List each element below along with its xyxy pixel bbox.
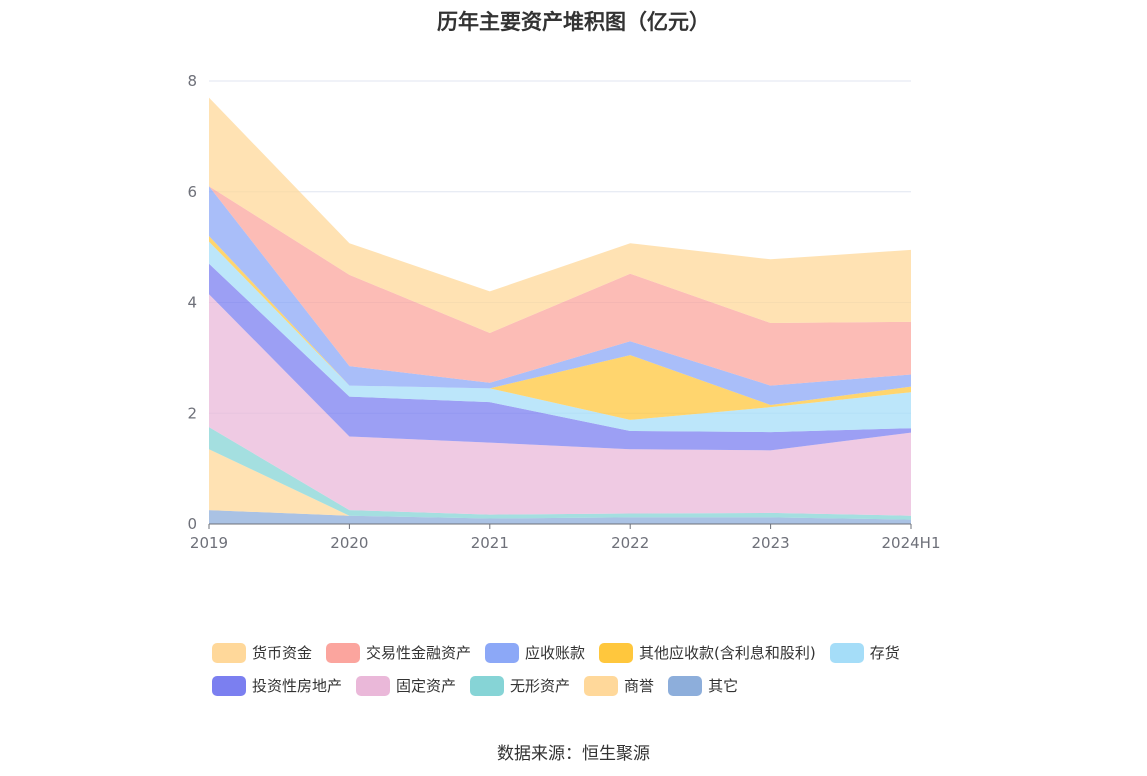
- legend-label: 无形资产: [510, 677, 571, 695]
- legend-item-商誉[interactable]: 商誉: [584, 675, 654, 696]
- y-tick-label: 8: [187, 72, 197, 90]
- area-series-应收账款[interactable]: [209, 186, 911, 405]
- legend-label: 货币资金: [252, 644, 313, 662]
- legend-item-存货[interactable]: 存货: [829, 642, 900, 663]
- legend-item-货币资金[interactable]: 货币资金: [212, 642, 312, 663]
- x-tick-label: 2024H1: [882, 534, 941, 552]
- area-series-商誉[interactable]: [209, 449, 911, 520]
- legend-swatch: [470, 675, 505, 696]
- chart-title: 历年主要资产堆积图（亿元）: [437, 10, 710, 34]
- legend-label: 商誉: [624, 677, 655, 695]
- legend-row-2: 投资性房地产 固定资产 无形资产 商誉 其它: [212, 669, 972, 702]
- legend-label: 投资性房地产: [252, 677, 343, 695]
- legend-label: 固定资产: [396, 677, 457, 695]
- legend-swatch: [599, 642, 634, 663]
- legend-item-其它[interactable]: 其它: [668, 675, 738, 696]
- legend-label: 交易性金融资产: [366, 644, 472, 662]
- x-tick-label: 2022: [611, 534, 649, 552]
- y-tick-label: 0: [187, 515, 197, 533]
- legend-swatch: [212, 642, 246, 663]
- legend-swatch: [212, 675, 246, 696]
- legend-item-其他应收款-含利息和股利[interactable]: 其他应收款(含利息和股利): [599, 642, 816, 663]
- x-tick-label: 2021: [471, 534, 509, 552]
- area-series-其它[interactable]: [209, 510, 911, 524]
- y-tick-label: 6: [187, 183, 197, 201]
- x-tick-label: 2020: [330, 534, 368, 552]
- area-series-货币资金[interactable]: [209, 97, 911, 333]
- legend-label: 其它: [708, 677, 739, 695]
- area-series-其他应收款-含利息和股利[interactable]: [209, 236, 911, 420]
- y-tick-label: 2: [187, 404, 197, 422]
- legend-item-固定资产[interactable]: 固定资产: [356, 675, 456, 696]
- legend-row-1: 货币资金 交易性金融资产 应收账款 其他应收款(含利息和股利) 存货: [212, 636, 972, 669]
- legend-swatch: [829, 642, 864, 663]
- chart-legend: 货币资金 交易性金融资产 应收账款 其他应收款(含利息和股利) 存货 投资性房地产 固定资…: [212, 636, 972, 702]
- legend-swatch: [326, 642, 361, 663]
- legend-label: 应收账款: [525, 644, 586, 662]
- stacked-area-chart: 0 2 4 6 8 2019 2020 2021 2022 2023 2024H1: [187, 72, 941, 552]
- legend-label: 存货: [869, 644, 900, 662]
- y-tick-label: 4: [187, 294, 197, 312]
- area-series-固定资产[interactable]: [209, 294, 911, 516]
- legend-swatch: [668, 675, 703, 696]
- x-tick-label: 2019: [190, 534, 228, 552]
- legend-swatch: [584, 675, 619, 696]
- legend-label: 其他应收款(含利息和股利): [639, 644, 816, 662]
- area-series-投资性房地产[interactable]: [209, 263, 911, 451]
- legend-swatch: [356, 675, 391, 696]
- legend-item-无形资产[interactable]: 无形资产: [470, 675, 570, 696]
- area-series-存货[interactable]: [209, 241, 911, 433]
- data-source-note: 数据来源：恒生聚源: [497, 744, 650, 764]
- legend-swatch: [485, 642, 520, 663]
- legend-item-投资性房地产[interactable]: 投资性房地产: [212, 675, 342, 696]
- legend-item-交易性金融资产[interactable]: 交易性金融资产: [326, 642, 471, 663]
- area-series-交易性金融资产[interactable]: [209, 186, 911, 386]
- legend-item-应收账款[interactable]: 应收账款: [485, 642, 585, 663]
- x-tick-label: 2023: [752, 534, 790, 552]
